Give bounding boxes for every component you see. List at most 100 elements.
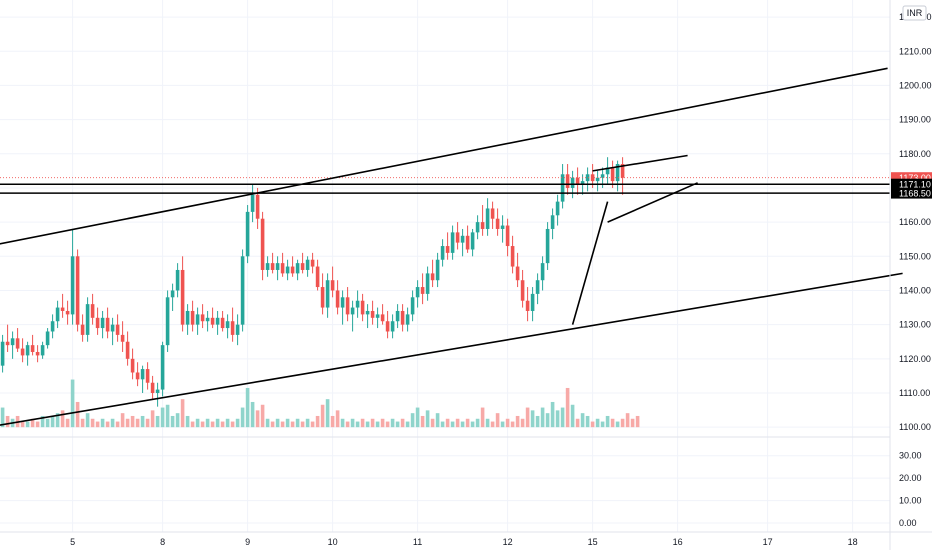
candle-body	[275, 263, 280, 270]
candle-body	[60, 307, 65, 311]
time-tick-label: 11	[413, 537, 422, 547]
candle-body	[125, 341, 130, 359]
candle-body	[435, 259, 440, 281]
candle-body	[385, 321, 390, 332]
volume-bar	[335, 410, 340, 428]
candle-body	[30, 345, 35, 352]
trendline[interactable]	[607, 182, 698, 223]
candle-body	[465, 235, 470, 250]
volume-bar	[180, 399, 185, 428]
volume-bar	[555, 410, 560, 428]
candle-body	[295, 263, 300, 274]
price-tag-bg	[891, 187, 932, 199]
volume-bar	[630, 418, 635, 428]
volume-bar	[195, 418, 200, 428]
candle-body	[415, 287, 420, 298]
price-tag-bg	[891, 172, 932, 184]
volume-bar	[210, 421, 215, 428]
candle-body	[260, 218, 265, 270]
price-tick-label: 1210.00	[899, 46, 932, 56]
volume-bar	[55, 413, 60, 428]
drawn-lines[interactable]	[0, 67, 903, 426]
candle-body	[255, 194, 260, 219]
trendline[interactable]	[571, 201, 609, 325]
volume-bar	[595, 418, 600, 428]
volume-bar	[130, 415, 135, 428]
volume-bar	[325, 399, 330, 428]
volume-bar	[570, 404, 575, 428]
volume-bar	[375, 421, 380, 428]
volume-bar	[255, 410, 260, 428]
candle-body	[585, 174, 590, 182]
candle-body	[355, 300, 360, 308]
currency-badge[interactable]: INR	[902, 5, 927, 21]
candle-body	[305, 259, 310, 270]
candle-body	[25, 345, 30, 356]
volume-bar	[360, 418, 365, 428]
volume-bar	[605, 415, 610, 428]
volume-bar	[590, 421, 595, 428]
candle-body	[600, 174, 605, 178]
price-tick-label: 1190.00	[899, 115, 931, 125]
volume-bar	[385, 421, 390, 428]
candle-body	[320, 287, 325, 308]
candle-body	[560, 174, 565, 202]
volume-bar	[480, 407, 485, 428]
candlestick-series	[0, 157, 625, 407]
volume-bar	[635, 415, 640, 428]
volume-bar	[535, 415, 540, 428]
candle-body	[500, 225, 505, 229]
volume-bar	[305, 418, 310, 428]
volume-bar	[415, 407, 420, 428]
volume-bar	[205, 418, 210, 428]
candle-body	[535, 280, 540, 294]
volume-bar	[100, 418, 105, 428]
volume-bar	[615, 421, 620, 428]
volume-bar	[525, 407, 530, 428]
trendline[interactable]	[592, 154, 688, 172]
candle-body	[185, 310, 190, 325]
volume-bar	[280, 421, 285, 428]
candle-body	[55, 307, 60, 322]
candle-body	[300, 263, 305, 270]
candle-body	[145, 369, 150, 383]
candle-body	[240, 256, 245, 325]
candle-body	[325, 280, 330, 308]
volume-bar	[65, 418, 70, 428]
candle-body	[175, 269, 180, 291]
volume-bar	[510, 421, 515, 428]
price-tick-label: 1100.00	[899, 422, 931, 432]
volume-bar	[250, 401, 255, 428]
volume-bar	[465, 418, 470, 428]
candle-body	[75, 256, 80, 325]
candle-body	[370, 310, 375, 318]
candle-body	[590, 174, 595, 182]
candle-body	[5, 341, 10, 346]
volume-bar	[425, 410, 430, 428]
volume-bars	[0, 379, 640, 428]
volume-bar	[50, 415, 55, 428]
candle-body	[425, 273, 430, 294]
volume-bar	[350, 418, 355, 428]
candle-body	[290, 266, 295, 274]
trendline[interactable]	[0, 67, 888, 245]
candle-body	[540, 263, 545, 281]
trendline[interactable]	[0, 272, 903, 426]
price-tick-label: 1160.00	[899, 217, 931, 227]
candle-body	[80, 324, 85, 335]
candle-body	[490, 208, 495, 219]
time-tick-label: 5	[70, 537, 75, 547]
candle-body	[20, 348, 25, 356]
volume-bar	[225, 418, 230, 428]
volume-bar	[165, 404, 170, 428]
volume-bar	[410, 413, 415, 428]
candle-body	[470, 232, 475, 250]
volume-bar	[45, 418, 50, 428]
volume-bar	[85, 413, 90, 428]
candle-body	[485, 208, 490, 229]
volume-bar	[145, 418, 150, 428]
time-tick-label: 12	[503, 537, 513, 547]
volume-bar	[200, 421, 205, 428]
volume-bar	[75, 401, 80, 428]
